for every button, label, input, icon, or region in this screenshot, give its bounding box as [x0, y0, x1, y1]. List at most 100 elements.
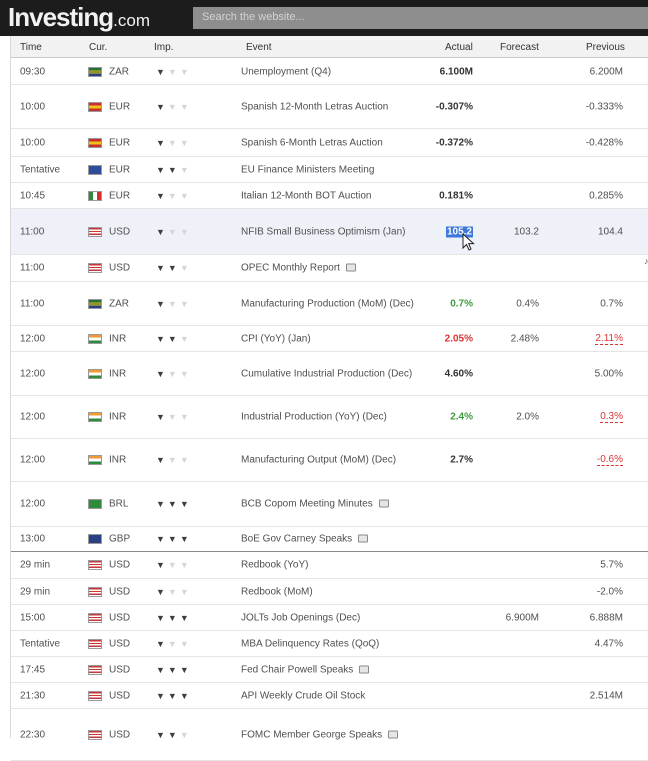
bull-icon: ▼	[156, 412, 168, 422]
flag-us-icon	[88, 690, 102, 701]
event-name-link[interactable]: Spanish 12-Month Letras Auction	[241, 99, 421, 114]
event-name-link[interactable]: Industrial Production (YoY) (Dec)	[241, 410, 421, 425]
table-row[interactable]: 10:00 EUR ▼▼▼ Spanish 6-Month Letras Auctio…	[11, 129, 648, 157]
event-name[interactable]: EU Finance Ministers Meeting	[241, 164, 375, 175]
event-name-link[interactable]: Italian 12-Month BOT Auction	[241, 188, 421, 203]
event-name-link[interactable]: Fed Chair Powell Speaks	[241, 662, 421, 677]
table-row[interactable]: 21:30 USD ▼▼▼ API Weekly Crude Oil Stock 2.5…	[11, 683, 648, 709]
row-currency: USD	[109, 638, 131, 649]
event-name[interactable]: Unemployment (Q4)	[241, 66, 332, 77]
event-name-link[interactable]: Spanish 6-Month Letras Auction	[241, 135, 421, 150]
event-name-link[interactable]: Unemployment (Q4)	[241, 64, 421, 79]
table-row[interactable]: 15:00 USD ▼▼▼ JOLTs Job Openings (Dec) 6.900…	[11, 605, 648, 631]
event-name-link[interactable]: API Weekly Crude Oil Stock	[241, 688, 421, 703]
event-name-link[interactable]: JOLTs Job Openings (Dec)	[241, 610, 421, 625]
event-name[interactable]: Spanish 6-Month Letras Auction	[241, 137, 383, 148]
table-row[interactable]: 11:00 USD ▼▼▼ NFIB Small Business Optimism …	[11, 209, 648, 255]
previous-value: 6.200M	[589, 66, 623, 77]
search-input[interactable]: Search the website...	[193, 7, 648, 29]
event-name-link[interactable]: NFIB Small Business Optimism (Jan)	[241, 224, 421, 239]
event-name[interactable]: Industrial Production (YoY) (Dec)	[241, 411, 387, 423]
bull-icon: ▼	[167, 226, 180, 237]
event-name[interactable]: BCB Copom Meeting Minutes	[241, 498, 373, 510]
table-row[interactable]: Tentative EUR ▼▼▼ EU Finance Ministers Meet…	[11, 157, 648, 183]
bull-icon: ▼	[179, 66, 192, 77]
bull-icon: ▼	[167, 664, 180, 675]
event-name[interactable]: Italian 12-Month BOT Auction	[241, 190, 372, 201]
bull-icon: ▼	[179, 586, 192, 597]
event-name[interactable]: NFIB Small Business Optimism (Jan)	[241, 226, 406, 237]
event-name[interactable]: Redbook (YoY)	[241, 559, 309, 571]
event-name-link[interactable]: OPEC Monthly Report	[241, 261, 421, 276]
previous-value: -2.0%	[596, 586, 623, 597]
table-row[interactable]: 13:00 GBP ▼▼▼ BoE Gov Carney Speaks	[11, 527, 648, 552]
table-row[interactable]: 10:00 EUR ▼▼▼ Spanish 12-Month Letras Aucti…	[11, 85, 648, 129]
table-row[interactable]: 12:00 BRL ▼▼▼ BCB Copom Meeting Minutes	[11, 482, 648, 527]
column-header-currency[interactable]: Cur.	[89, 42, 108, 53]
event-name[interactable]: BoE Gov Carney Speaks	[241, 533, 353, 545]
row-time: 11:00	[20, 262, 45, 274]
flag-in-icon	[88, 333, 102, 344]
event-name[interactable]: MBA Delinquency Rates (QoQ)	[241, 638, 380, 649]
bull-icon: ▼	[179, 333, 192, 344]
bull-icon: ▼	[156, 368, 168, 379]
event-name[interactable]: API Weekly Crude Oil Stock	[241, 690, 366, 701]
table-row[interactable]: 12:00 INR ▼▼▼ Cumulative Industrial Product…	[11, 352, 648, 396]
table-row[interactable]: 29 min USD ▼▼▼ Redbook (YoY) 5.7%	[11, 552, 648, 579]
table-row[interactable]: 12:00 INR ▼▼▼ Manufacturing Output (MoM) (D…	[11, 439, 648, 482]
event-name-link[interactable]: Manufacturing Output (MoM) (Dec)	[241, 453, 421, 468]
mouse-cursor-icon	[462, 233, 475, 251]
column-header-previous[interactable]: Previous	[586, 42, 625, 53]
actual-value: 4.60%	[444, 368, 473, 379]
bull-icon: ▼	[179, 412, 192, 422]
table-row[interactable]: 11:00 USD ▼▼▼ OPEC Monthly Report	[11, 255, 648, 282]
event-name-link[interactable]: Redbook (MoM)	[241, 584, 421, 599]
event-name-link[interactable]: BoE Gov Carney Speaks	[241, 532, 421, 547]
event-name[interactable]: CPI (YoY) (Jan)	[241, 333, 311, 344]
flag-us-icon	[88, 586, 102, 597]
event-name[interactable]: JOLTs Job Openings (Dec)	[241, 612, 361, 623]
bull-icon: ▼	[167, 137, 180, 148]
row-currency: ZAR	[109, 66, 129, 77]
bull-icon: ▼	[179, 499, 192, 509]
event-name[interactable]: FOMC Member George Speaks	[241, 729, 383, 740]
table-row[interactable]: 22:30 USD ▼▼▼ FOMC Member George Speaks	[11, 709, 648, 761]
event-name[interactable]: OPEC Monthly Report	[241, 262, 340, 274]
row-time: 12:00	[20, 333, 46, 344]
bull-icon: ▼	[156, 137, 168, 148]
table-row[interactable]: 11:00 ZAR ▼▼▼ Manufacturing Production (MoM…	[11, 282, 648, 326]
column-header-importance[interactable]: Imp.	[154, 42, 174, 53]
row-currency: INR	[109, 333, 127, 344]
site-logo[interactable]: Investing.com	[8, 2, 150, 33]
event-name[interactable]: Cumulative Industrial Production (Dec)	[241, 368, 413, 379]
event-name-link[interactable]: MBA Delinquency Rates (QoQ)	[241, 636, 421, 651]
table-row[interactable]: 17:45 USD ▼▼▼ Fed Chair Powell Speaks	[11, 657, 648, 683]
table-row[interactable]: 10:45 EUR ▼▼▼ Italian 12-Month BOT Auction 0…	[11, 183, 648, 209]
bull-icon: ▼	[167, 455, 180, 465]
event-name[interactable]: Spanish 12-Month Letras Auction	[241, 101, 389, 112]
bull-icon: ▼	[156, 298, 168, 309]
event-name[interactable]: Fed Chair Powell Speaks	[241, 664, 354, 675]
bull-icon: ▼	[156, 638, 168, 649]
table-row[interactable]: 12:00 INR ▼▼▼ Industrial Production (YoY) (…	[11, 396, 648, 439]
table-row[interactable]: Tentative USD ▼▼▼ MBA Delinquency Rates (Qo…	[11, 631, 648, 657]
column-header-forecast[interactable]: Forecast	[500, 42, 539, 53]
event-name-link[interactable]: CPI (YoY) (Jan)	[241, 331, 421, 346]
column-header-time[interactable]: Time	[20, 42, 42, 53]
column-header-actual[interactable]: Actual	[445, 42, 473, 53]
event-name-link[interactable]: BCB Copom Meeting Minutes	[241, 497, 421, 512]
event-name[interactable]: Redbook (MoM)	[241, 586, 313, 597]
event-name-link[interactable]: Cumulative Industrial Production (Dec)	[241, 366, 421, 381]
column-header-event[interactable]: Event	[246, 42, 272, 53]
event-name[interactable]: Manufacturing Production (MoM) (Dec)	[241, 298, 414, 309]
table-row[interactable]: 29 min USD ▼▼▼ Redbook (MoM) -2.0%	[11, 579, 648, 605]
event-name-link[interactable]: FOMC Member George Speaks	[241, 727, 421, 742]
event-name-link[interactable]: Manufacturing Production (MoM) (Dec)	[241, 296, 421, 311]
bull-icon: ▼	[179, 664, 192, 675]
table-row[interactable]: 12:00 INR ▼▼▼ CPI (YoY) (Jan) 2.05% 2.48% 2.11…	[11, 326, 648, 352]
table-row[interactable]: 09:30 ZAR ▼▼▼ Unemployment (Q4) 6.100M 6.200M	[11, 59, 648, 85]
event-name[interactable]: Manufacturing Output (MoM) (Dec)	[241, 454, 397, 466]
event-name-link[interactable]: Redbook (YoY)	[241, 558, 421, 573]
event-name-link[interactable]: EU Finance Ministers Meeting	[241, 162, 421, 177]
alert-icon[interactable]: ♪	[644, 256, 648, 266]
